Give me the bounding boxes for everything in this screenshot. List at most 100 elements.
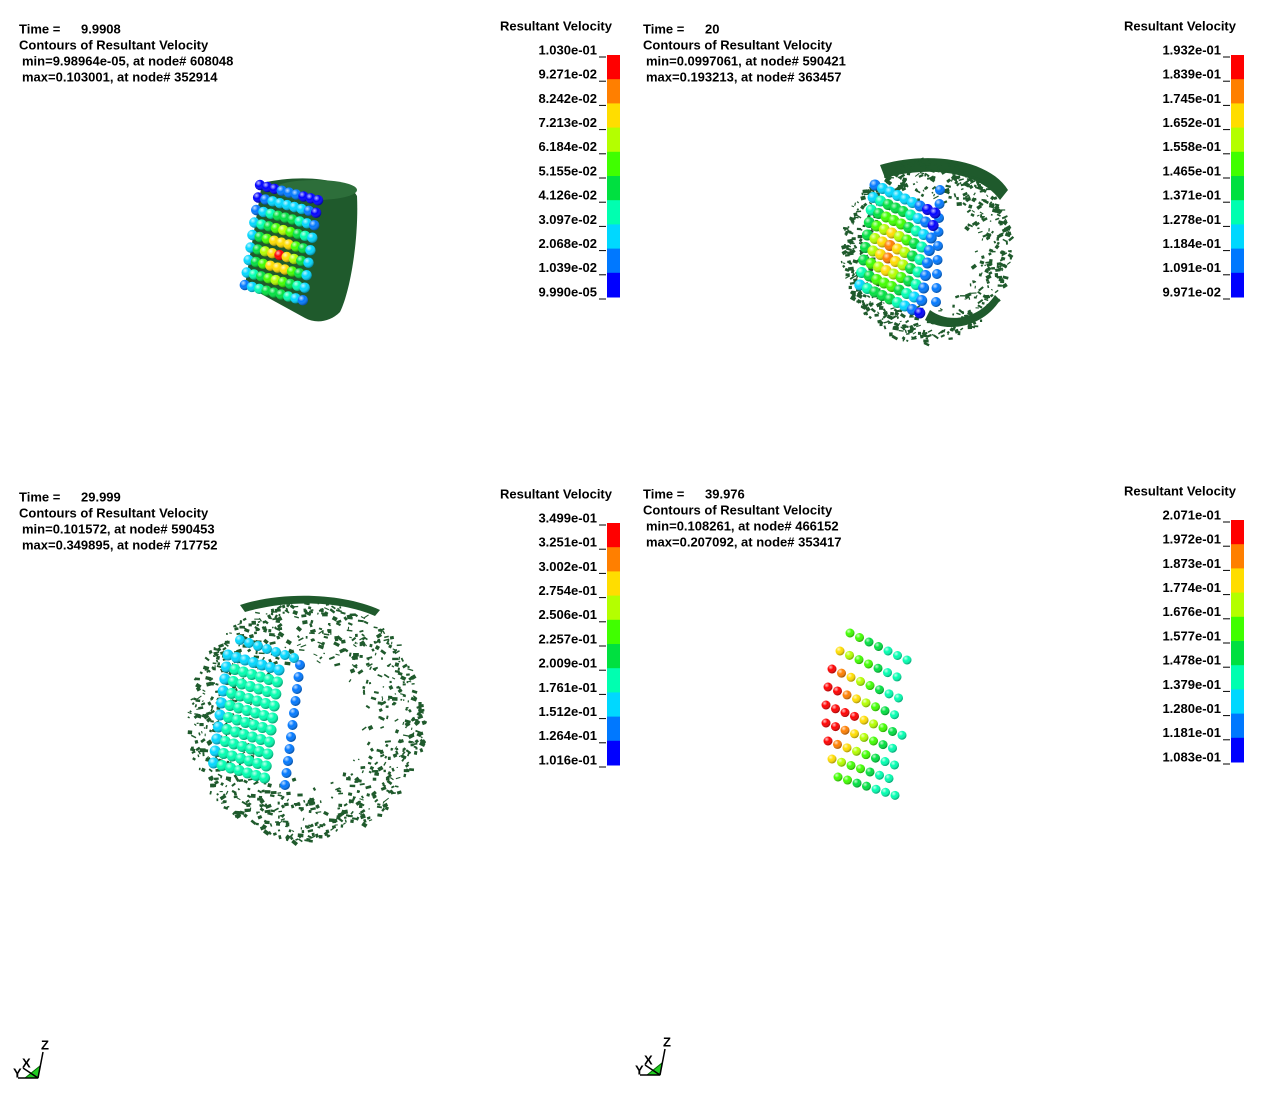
sphere-shade <box>897 730 907 740</box>
sphere-shade <box>259 772 271 784</box>
shell-fragment <box>1007 253 1014 259</box>
shell-fragment <box>870 307 877 313</box>
shell-fragment <box>912 182 916 186</box>
shell-fragment <box>396 644 402 647</box>
shell-fragment <box>389 680 392 684</box>
shell-fragment <box>366 656 373 660</box>
shell-fragment <box>869 301 872 303</box>
shell-fragment <box>985 261 990 264</box>
shell-fragment <box>992 250 996 253</box>
shell-fragment <box>406 673 410 676</box>
colorbar-segment <box>607 127 620 153</box>
colorbar-segment <box>607 595 620 621</box>
triad-z-label: Z <box>663 1034 671 1049</box>
shell-fragment <box>345 814 352 818</box>
shell-fragment <box>256 797 264 802</box>
shell-fragment <box>973 325 979 328</box>
shell-fragment <box>380 649 387 655</box>
shell-fragment <box>258 795 263 799</box>
shell-fragment <box>274 614 278 619</box>
legend-label: 1.839e-01 <box>1162 67 1221 82</box>
shell-fragment <box>395 747 399 751</box>
sphere-shade <box>236 678 248 690</box>
shell-fragment <box>913 322 919 327</box>
colorbar-segment <box>607 523 620 548</box>
shell-fragment <box>210 696 215 701</box>
shell-fragment <box>391 703 396 706</box>
shell-fragment <box>257 789 263 794</box>
shell-fragment <box>883 325 887 330</box>
shell-fragment <box>297 833 304 838</box>
shell-fragment <box>966 310 973 317</box>
sphere-shade <box>831 704 840 714</box>
shell-fragment <box>373 640 377 644</box>
shell-fragment <box>291 830 295 833</box>
sphere-shade <box>874 642 883 651</box>
colorbar-segment <box>1231 248 1244 274</box>
shell-fragment <box>216 664 222 669</box>
colorbar-segment <box>1231 665 1244 690</box>
min-info: min=0.108261, at node# 466152 <box>646 518 839 533</box>
colorbar-segment <box>1231 224 1244 250</box>
shell-fragment <box>394 693 397 695</box>
shell-fragment <box>902 338 905 342</box>
shell-fragment <box>902 182 909 189</box>
shell-fragment <box>994 289 999 294</box>
sphere-shade <box>271 647 281 657</box>
shell-fragment <box>368 755 373 760</box>
sphere-shade <box>234 690 246 702</box>
shell-fragment <box>952 304 955 308</box>
time-label: Time = <box>643 21 685 36</box>
sphere-shade <box>821 700 831 710</box>
shell-fragment <box>988 228 990 232</box>
shell-fragment <box>990 230 995 234</box>
shell-fragment <box>269 641 276 645</box>
shell-fragment <box>270 633 276 637</box>
shell-fragment <box>858 238 863 243</box>
shell-fragment <box>274 807 279 812</box>
shell-fragment <box>392 657 399 661</box>
shell-fragment <box>906 332 910 335</box>
sphere-shade <box>850 729 859 739</box>
shell-fragment <box>369 747 374 752</box>
shell-fragment <box>216 792 219 796</box>
shell-fragment <box>381 807 386 812</box>
sphere-shade <box>253 683 265 695</box>
shell-fragment <box>882 302 885 304</box>
sphere-shade <box>290 696 301 706</box>
colorbar-segment <box>607 248 620 274</box>
shell-fragment <box>1004 218 1008 222</box>
sphere-shade <box>214 709 226 721</box>
sphere-shade <box>884 689 894 699</box>
shell-fragment <box>981 238 984 241</box>
shell-fragment <box>400 657 405 662</box>
shell-fragment <box>930 320 935 325</box>
shell-fragment <box>382 685 385 688</box>
sphere-shade <box>842 743 852 753</box>
shell-fragment <box>359 654 363 658</box>
shell-fragment <box>316 612 319 615</box>
shell-fragment <box>276 605 283 610</box>
shell-fragment <box>196 695 202 700</box>
colorbar-segment <box>1231 127 1244 153</box>
legend-label: 2.009e-01 <box>538 656 597 671</box>
shell-fragment <box>307 829 314 833</box>
triad-axis <box>37 1051 44 1079</box>
shell-fragment <box>366 816 371 820</box>
shell-fragment <box>259 807 265 812</box>
shell-fragment <box>998 265 1002 268</box>
shell-fragment <box>910 337 915 340</box>
sphere-shade <box>235 753 247 764</box>
shell-fragment <box>996 232 1004 239</box>
shell-fragment <box>331 605 336 610</box>
shell-fragment <box>883 169 886 172</box>
shell-fragment <box>334 637 339 642</box>
shell-fragment <box>351 817 358 821</box>
colorbar-segment <box>1231 641 1244 666</box>
shell-fragment <box>380 786 387 791</box>
shell-fragment <box>381 697 384 702</box>
legend-label: 1.184e-01 <box>1162 236 1221 251</box>
shell-fragment <box>195 746 201 752</box>
shell-fragment <box>376 805 383 809</box>
shell-fragment <box>940 334 946 338</box>
